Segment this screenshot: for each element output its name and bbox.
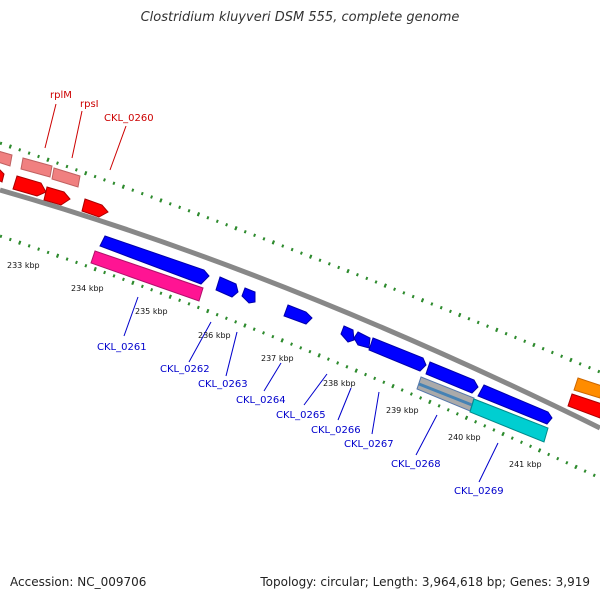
- gene-feature[interactable]: [20, 157, 53, 178]
- bottom-gene-labels: CKL_0261 CKL_0262 CKL_0263 CKL_0264 CKL_…: [97, 342, 504, 497]
- kbp-label: 241 kbp: [509, 460, 542, 469]
- bottom-strand-genes: [90, 235, 553, 443]
- gene-label-bottom[interactable]: CKL_0266: [311, 425, 361, 436]
- top-gene-labels: rplM rpsI CKL_0260: [50, 90, 154, 124]
- kbp-labels: 233 kbp 234 kbp 235 kbp 236 kbp 237 kbp …: [7, 261, 542, 469]
- kbp-label: 239 kbp: [386, 406, 419, 415]
- leader-lines: [44, 103, 499, 483]
- gene-feature-stripe: [418, 382, 473, 407]
- gene-feature[interactable]: [353, 331, 371, 349]
- gene-feature[interactable]: [12, 175, 47, 197]
- genome-backbone: [0, 187, 600, 431]
- gene-feature[interactable]: [573, 377, 600, 399]
- kbp-label: 235 kbp: [135, 307, 168, 316]
- gene-feature[interactable]: [340, 325, 355, 343]
- gene-label-bottom[interactable]: CKL_0267: [344, 439, 394, 450]
- gene-feature[interactable]: [0, 168, 5, 183]
- kbp-label: 234 kbp: [71, 284, 104, 293]
- gene-label-top[interactable]: CKL_0260: [104, 113, 154, 124]
- kbp-label: 236 kbp: [198, 331, 231, 340]
- gene-label-bottom[interactable]: CKL_0264: [236, 395, 286, 406]
- gene-label-bottom[interactable]: CKL_0268: [391, 459, 441, 470]
- gene-label-top[interactable]: rpsI: [80, 99, 99, 110]
- gene-feature[interactable]: [0, 151, 13, 167]
- gene-feature[interactable]: [425, 361, 479, 394]
- gene-feature[interactable]: [477, 384, 553, 425]
- accession-label: Accession: NC_009706: [10, 575, 147, 589]
- gene-feature[interactable]: [241, 287, 256, 304]
- gene-feature[interactable]: [90, 250, 204, 302]
- kbp-label: 238 kbp: [323, 379, 356, 388]
- gene-feature[interactable]: [43, 186, 71, 206]
- gene-feature[interactable]: [51, 167, 81, 188]
- kbp-label: 233 kbp: [7, 261, 40, 270]
- gene-feature[interactable]: [215, 276, 239, 298]
- gene-feature[interactable]: [469, 398, 549, 443]
- gene-feature[interactable]: [368, 337, 427, 372]
- gene-feature[interactable]: [81, 198, 109, 218]
- inner-tick-track: [0, 234, 600, 480]
- top-strand-genes: [0, 151, 600, 419]
- gene-label-bottom[interactable]: CKL_0263: [198, 379, 248, 390]
- gene-feature[interactable]: [283, 304, 313, 325]
- gene-label-bottom[interactable]: CKL_0262: [160, 364, 210, 375]
- kbp-label: 240 kbp: [448, 433, 481, 442]
- genome-stats-label: Topology: circular; Length: 3,964,618 bp…: [260, 575, 590, 589]
- gene-label-top[interactable]: rplM: [50, 90, 72, 101]
- kbp-label: 237 kbp: [261, 354, 294, 363]
- gene-feature[interactable]: [99, 235, 210, 285]
- gene-label-bottom[interactable]: CKL_0269: [454, 486, 504, 497]
- gene-label-bottom[interactable]: CKL_0261: [97, 342, 147, 353]
- gene-label-bottom[interactable]: CKL_0265: [276, 410, 326, 421]
- map-title: Clostridium kluyveri DSM 555, complete g…: [140, 10, 460, 25]
- outer-tick-track: [0, 141, 600, 374]
- gene-feature[interactable]: [567, 393, 600, 419]
